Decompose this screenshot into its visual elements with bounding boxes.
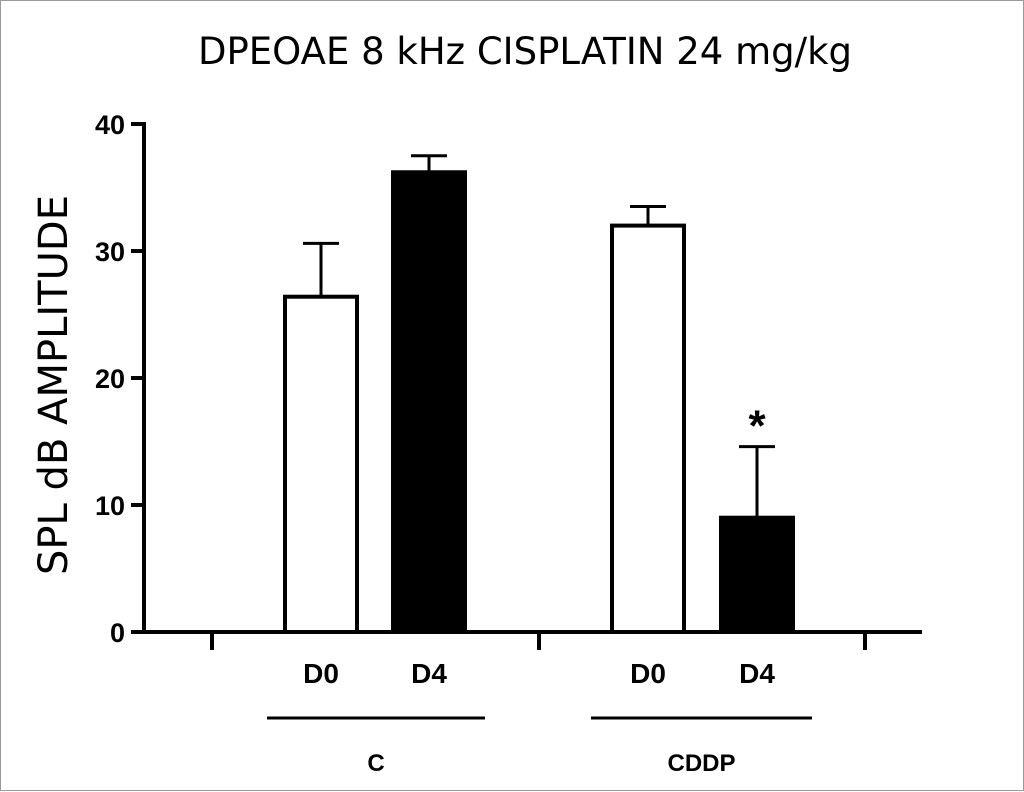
category-labels: D0 D4 C D0 D4 CDDP (267, 658, 812, 777)
group-label: C (367, 750, 384, 777)
chart-title: DPEOAE 8 kHz CISPLATIN 24 mg/kg (198, 30, 852, 73)
x-category-label: D0 (630, 658, 666, 689)
bar (719, 515, 795, 635)
y-tick-label: 20 (95, 364, 125, 394)
y-tick-label: 30 (95, 237, 125, 267)
x-category-label: D4 (739, 658, 775, 689)
x-category-label: D4 (411, 658, 447, 689)
bar (391, 170, 467, 634)
bar (283, 294, 359, 634)
y-tick-label: 40 (95, 110, 125, 140)
y-tick-label: 10 (95, 491, 125, 521)
x-category-label: D0 (303, 658, 339, 689)
group-label: CDDP (667, 750, 735, 777)
y-axis-label: SPL dB AMPLITUDE (31, 195, 77, 575)
significance-marker: * (748, 402, 766, 451)
bars: * (283, 154, 795, 635)
y-tick-label: 0 (110, 618, 125, 648)
axes: 0 10 20 30 40 (95, 110, 922, 650)
bar (610, 223, 686, 634)
